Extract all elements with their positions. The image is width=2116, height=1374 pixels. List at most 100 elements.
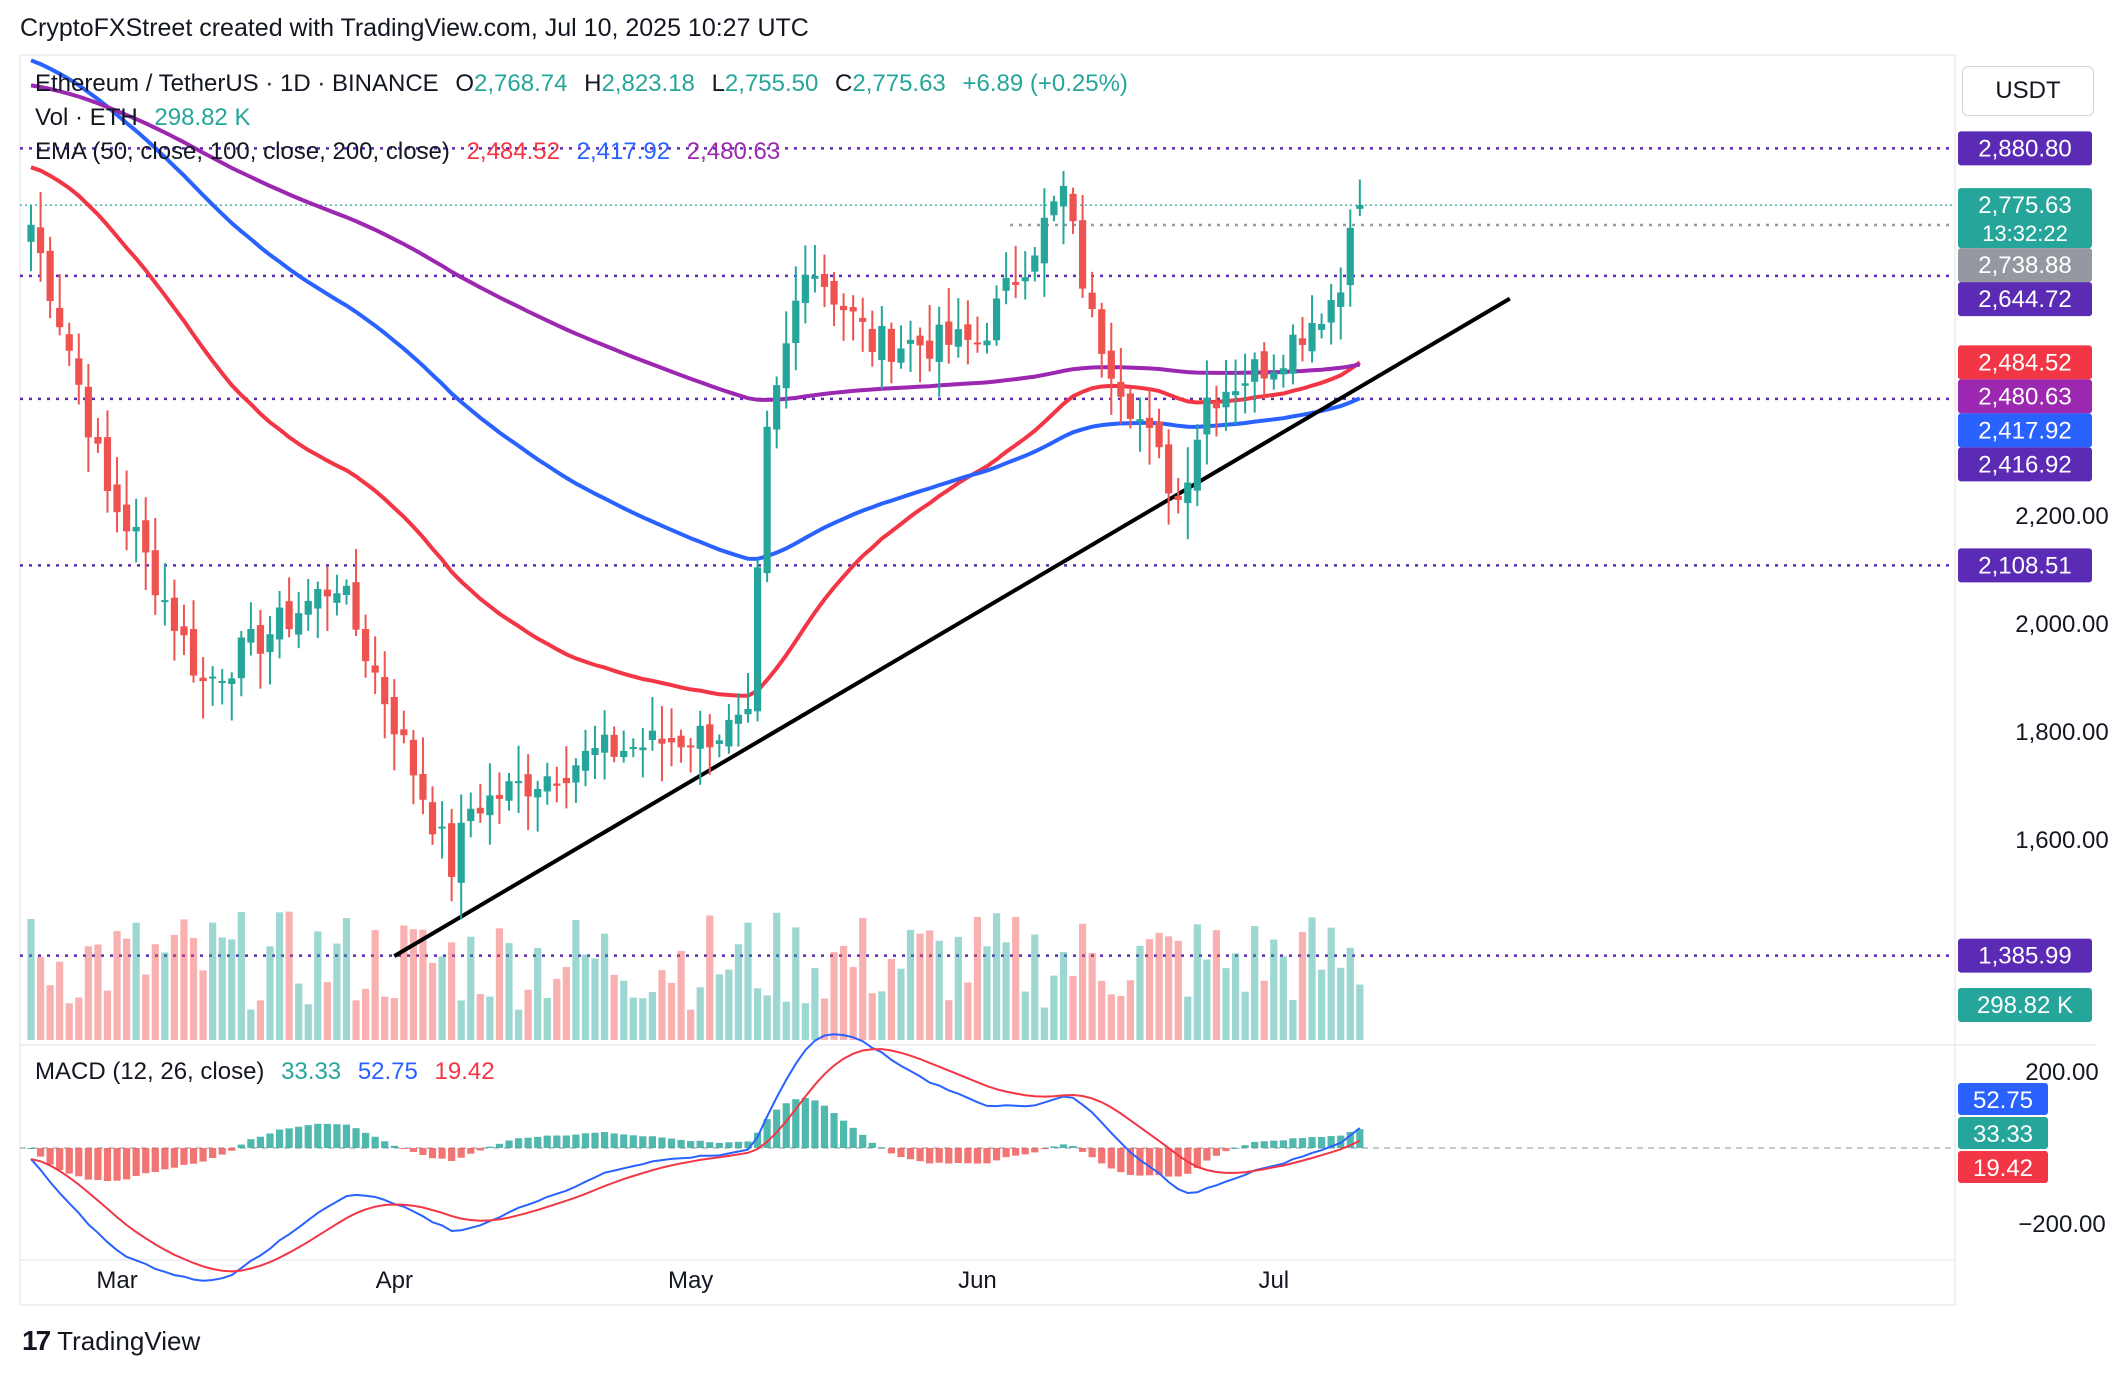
ema-legend: EMA (50, close, 100, close, 200, close) … bbox=[35, 138, 790, 166]
macd-histogram-bar bbox=[1174, 1148, 1182, 1177]
ascending-trendline bbox=[393, 296, 1511, 958]
candle-body bbox=[352, 582, 360, 630]
macd-histogram-bar bbox=[1327, 1136, 1335, 1148]
volume-bar bbox=[906, 929, 915, 1040]
macd-histogram-bar bbox=[1165, 1148, 1173, 1177]
macd-histogram-bar bbox=[1260, 1141, 1268, 1148]
macd-tick-label: −200.00 bbox=[2018, 1211, 2105, 1238]
symbol-name[interactable]: Ethereum / TetherUS · 1D · BINANCE bbox=[35, 70, 439, 97]
volume-bar bbox=[849, 967, 857, 1040]
macd-label[interactable]: MACD (12, 26, close) bbox=[35, 1058, 265, 1085]
candle-body bbox=[734, 714, 743, 724]
macd-histogram-bar bbox=[1117, 1148, 1125, 1173]
candle-body bbox=[562, 777, 570, 784]
candle-body bbox=[486, 795, 494, 816]
macd-histogram-bar bbox=[849, 1127, 857, 1148]
candle-body bbox=[763, 426, 771, 574]
volume-bar bbox=[706, 915, 714, 1040]
volume-bar bbox=[1270, 939, 1278, 1040]
volume-bar bbox=[371, 930, 379, 1040]
volume-bar bbox=[247, 1009, 255, 1040]
candle-body bbox=[1136, 419, 1144, 422]
macd-histogram-bar bbox=[27, 1148, 35, 1149]
volume-bar bbox=[1184, 996, 1192, 1040]
candle-body bbox=[1021, 277, 1029, 282]
macd-histogram-bar bbox=[878, 1147, 886, 1149]
candle-body bbox=[792, 300, 800, 344]
candle-body bbox=[275, 607, 284, 640]
macd-histogram-bar bbox=[935, 1148, 943, 1163]
volume-bar bbox=[591, 958, 599, 1040]
macd-histogram-bar bbox=[362, 1132, 370, 1148]
candle-body bbox=[142, 520, 150, 553]
volume-bar bbox=[572, 919, 580, 1040]
change-value: +6.89 (+0.25%) bbox=[962, 70, 1128, 97]
volume-bar bbox=[448, 942, 456, 1040]
volume-bar bbox=[180, 919, 188, 1040]
macd-hist-value: 33.33 bbox=[281, 1058, 342, 1085]
macd-histogram-bar bbox=[132, 1148, 140, 1176]
price-label-box bbox=[1958, 447, 2092, 482]
currency-unit-button[interactable]: USDT bbox=[1962, 66, 2094, 116]
macd-histogram-bar bbox=[887, 1148, 895, 1154]
macd-label-text: 52.75 bbox=[1973, 1087, 2033, 1114]
volume-bar bbox=[1040, 1007, 1048, 1040]
candle-body bbox=[753, 567, 762, 712]
macd-histogram-bar bbox=[562, 1135, 570, 1148]
candle-body bbox=[113, 484, 121, 513]
price-label-text: 2,880.80 bbox=[1978, 135, 2071, 162]
volume-bar bbox=[658, 970, 666, 1040]
macd-histogram-bar bbox=[629, 1135, 637, 1148]
candle-body bbox=[409, 739, 417, 776]
macd-histogram-bar bbox=[1040, 1148, 1048, 1150]
volume-bar bbox=[1021, 991, 1029, 1040]
open-label: O bbox=[455, 70, 475, 97]
volume-bar bbox=[123, 938, 131, 1040]
candle-body bbox=[906, 339, 915, 344]
volume-bar bbox=[878, 991, 886, 1040]
candle-body bbox=[744, 708, 752, 715]
candle-body bbox=[1107, 350, 1115, 379]
candle-body bbox=[954, 329, 962, 347]
candle-body bbox=[362, 629, 370, 662]
volume-bar bbox=[1117, 995, 1125, 1040]
volume-bar bbox=[916, 933, 924, 1040]
macd-histogram-bar bbox=[94, 1148, 102, 1180]
macd-histogram-bar bbox=[1136, 1148, 1144, 1176]
ema-label[interactable]: EMA (50, close, 100, close, 200, close) bbox=[35, 138, 450, 165]
volume-bar bbox=[1193, 924, 1201, 1040]
ema200-line bbox=[30, 83, 1361, 402]
candle-body bbox=[285, 601, 293, 630]
candle-body bbox=[457, 822, 465, 883]
volume-bar bbox=[295, 983, 303, 1040]
candle-body bbox=[935, 324, 943, 362]
candle-body bbox=[314, 588, 322, 609]
candle-body bbox=[323, 589, 331, 597]
volume-bar bbox=[1327, 927, 1335, 1040]
candle-body bbox=[505, 781, 513, 801]
candle-body bbox=[1012, 282, 1020, 285]
candle-body bbox=[46, 250, 54, 302]
macd-histogram-bar bbox=[639, 1136, 647, 1148]
macd-histogram-bar bbox=[419, 1148, 427, 1156]
macd-histogram-bar bbox=[1021, 1148, 1029, 1155]
time-tick-label: Jun bbox=[958, 1267, 997, 1294]
candle-body bbox=[620, 750, 628, 758]
macd-histogram-bar bbox=[811, 1100, 819, 1148]
macd-histogram-bar bbox=[801, 1097, 809, 1148]
macd-histogram-bar bbox=[84, 1148, 92, 1180]
macd-histogram-bar bbox=[1069, 1146, 1077, 1148]
macd-histogram-bar bbox=[1193, 1148, 1201, 1169]
volume-bar bbox=[983, 946, 991, 1040]
price-label-text: 298.82 K bbox=[1977, 992, 2073, 1019]
volume-bar bbox=[400, 925, 408, 1040]
macd-histogram-bar bbox=[46, 1148, 54, 1165]
candle-body bbox=[438, 826, 446, 829]
volume-bar bbox=[46, 985, 54, 1040]
volume-label[interactable]: Vol · ETH bbox=[35, 104, 138, 131]
price-tick-label: 1,800.00 bbox=[2015, 719, 2108, 746]
candle-body bbox=[1002, 277, 1010, 291]
